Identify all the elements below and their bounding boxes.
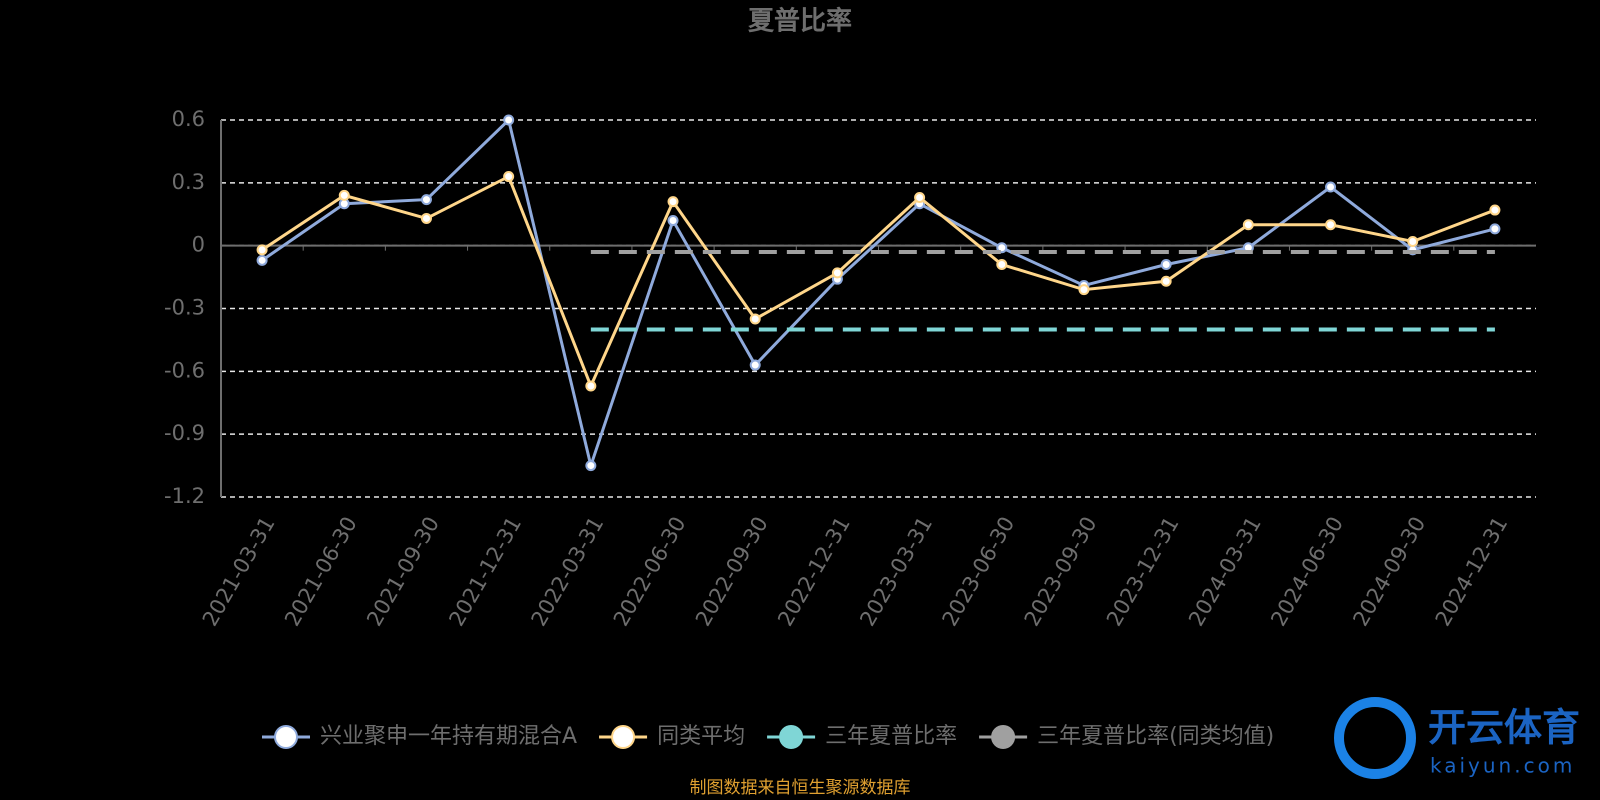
data-point xyxy=(996,259,1008,271)
legend-label: 兴业聚申一年持有期混合A xyxy=(320,724,577,749)
y-tick-label: -0.6 xyxy=(164,358,205,382)
legend-item: 三年夏普比率(同类均值) xyxy=(979,724,1274,749)
data-point xyxy=(1078,284,1090,296)
data-point xyxy=(256,254,268,266)
watermark: 开云体育 kaiyun.com xyxy=(1334,697,1580,779)
data-point xyxy=(914,191,926,203)
data-point xyxy=(1325,181,1337,193)
data-point xyxy=(1489,204,1501,216)
data-point xyxy=(749,313,761,325)
legend-marker xyxy=(779,725,804,749)
y-tick-label: 0.3 xyxy=(172,170,205,194)
legend-label: 三年夏普比率 xyxy=(825,724,957,749)
legend-label: 同类平均 xyxy=(657,724,745,749)
data-point xyxy=(831,267,843,279)
series-line xyxy=(261,174,1496,390)
data-point xyxy=(1325,219,1337,231)
data-point xyxy=(256,244,268,256)
legend-item: 同类平均 xyxy=(599,724,745,749)
data-point xyxy=(1407,235,1419,247)
data-point xyxy=(338,189,350,201)
legend-marker xyxy=(611,725,636,749)
y-tick-label: -1.2 xyxy=(164,484,205,508)
data-point xyxy=(420,212,432,224)
legend-item: 三年夏普比率 xyxy=(767,724,957,749)
chart-title: 夏普比率 xyxy=(748,6,852,37)
data-point xyxy=(585,380,597,392)
data-point xyxy=(1242,219,1254,231)
y-tick-label: -0.9 xyxy=(164,421,205,445)
data-point xyxy=(1160,259,1172,271)
legend-item: 兴业聚申一年持有期混合A xyxy=(262,724,577,749)
data-point xyxy=(667,215,679,227)
y-tick-label: -0.3 xyxy=(164,296,205,320)
data-point xyxy=(1489,223,1501,235)
data-point xyxy=(749,359,761,371)
legend-marker xyxy=(274,725,298,749)
data-point xyxy=(1160,275,1172,287)
series-line xyxy=(261,117,1496,472)
y-tick-label: 0 xyxy=(192,233,205,257)
data-point xyxy=(420,194,432,206)
legend-label: 三年夏普比率(同类均值) xyxy=(1037,724,1274,749)
watermark-url: kaiyun.com xyxy=(1430,754,1575,778)
data-point xyxy=(503,114,515,126)
legend-marker xyxy=(991,725,1016,749)
watermark-name: 开云体育 xyxy=(1428,706,1580,750)
y-tick-label: 0.6 xyxy=(172,107,205,131)
data-point xyxy=(667,196,679,208)
data-point xyxy=(585,460,597,472)
data-point xyxy=(503,171,515,183)
source-note: 制图数据来自恒生聚源数据库 xyxy=(690,778,911,798)
watermark-logo xyxy=(1334,697,1416,779)
